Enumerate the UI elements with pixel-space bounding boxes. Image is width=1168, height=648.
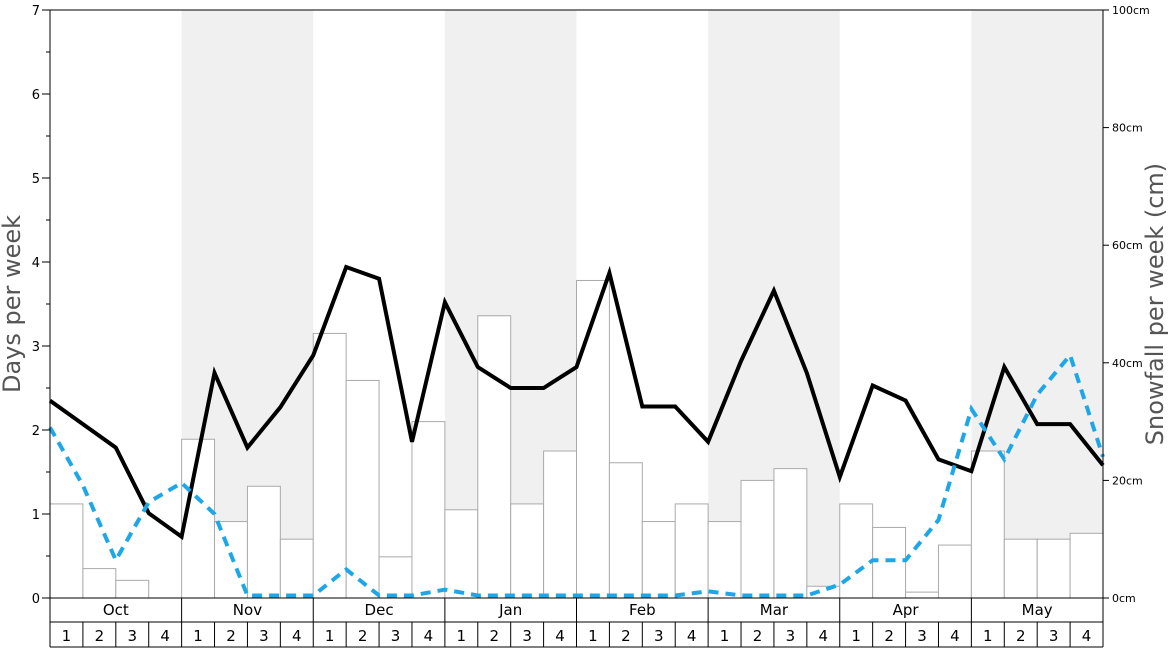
- dashed-line: [48, 351, 1105, 598]
- month-label: Oct: [103, 601, 129, 619]
- week-label: 4: [555, 627, 565, 645]
- month-label: Feb: [629, 601, 656, 619]
- right-tick-label: 40cm: [1112, 357, 1143, 370]
- solid-line: [48, 264, 1105, 541]
- week-label: 3: [259, 627, 269, 645]
- snowfall-bars: [49, 279, 1104, 599]
- week-label: 1: [62, 627, 72, 645]
- left-tick-label: 4: [32, 256, 40, 271]
- snowfall-bar: [839, 503, 874, 599]
- week-label: 2: [95, 627, 105, 645]
- snowfall-bar: [345, 379, 380, 599]
- week-label: 2: [226, 627, 236, 645]
- week-label: 1: [193, 627, 203, 645]
- snowfall-bar: [378, 556, 413, 599]
- month-row: Oct Nov Dec Jan Feb Mar Apr May: [49, 598, 1104, 623]
- month-label: Mar: [760, 601, 789, 619]
- snowfall-bar: [49, 503, 84, 599]
- week-label: 1: [983, 627, 993, 645]
- left-tick-label: 6: [32, 88, 40, 103]
- snowfall-bar: [312, 332, 347, 599]
- snowfall-bar: [674, 503, 709, 599]
- week-label: 1: [588, 627, 598, 645]
- snowfall-bar: [707, 521, 742, 599]
- snowfall-bar: [279, 538, 314, 599]
- week-label: 1: [851, 627, 861, 645]
- week-label: 4: [292, 627, 302, 645]
- snowfall-bar: [1036, 538, 1071, 599]
- week-label: 2: [621, 627, 631, 645]
- month-label: Jan: [498, 601, 522, 619]
- snowfall-bar: [246, 485, 281, 599]
- right-axis-title: Snowfall per week (cm): [1141, 163, 1168, 445]
- left-axis-title: Days per week: [0, 215, 26, 393]
- snowfall-bar: [115, 579, 150, 599]
- month-label: Nov: [233, 601, 262, 619]
- snowfall-bar: [608, 462, 643, 599]
- week-label: 2: [753, 627, 763, 645]
- week-label: 1: [325, 627, 335, 645]
- week-label: 4: [819, 627, 829, 645]
- right-axis: 0cm 20cm 40cm 60cm 80cm 100cm: [1103, 4, 1150, 605]
- right-tick-label: 80cm: [1112, 122, 1143, 135]
- snowfall-bar: [444, 509, 479, 599]
- right-tick-label: 60cm: [1112, 239, 1143, 252]
- week-label: 2: [358, 627, 368, 645]
- week-label: 2: [489, 627, 499, 645]
- snowfall-bar: [411, 421, 446, 599]
- week-row: 1 2 3 4 1 2 3 4 1 2 3 4 1 2 3 4 1 2 3 4 1 2 3 4 1 2 3 4 1 2 3 4: [49, 622, 1104, 648]
- week-label: 4: [160, 627, 170, 645]
- snowfall-bar: [543, 450, 577, 599]
- left-axis: 0 1 2 3 4 5 6 7: [32, 4, 50, 607]
- snowfall-bar: [740, 479, 775, 599]
- snowfall-bar: [1003, 538, 1038, 599]
- snowfall-bar: [576, 279, 610, 599]
- week-label: 3: [786, 627, 796, 645]
- week-label: 2: [884, 627, 894, 645]
- week-label: 1: [457, 627, 467, 645]
- week-label: 3: [127, 627, 137, 645]
- week-label: 4: [424, 627, 434, 645]
- week-label: 3: [522, 627, 532, 645]
- left-tick-label: 7: [32, 4, 40, 19]
- week-label: 2: [1016, 627, 1026, 645]
- right-tick-label: 20cm: [1112, 474, 1143, 487]
- snowfall-bar: [1069, 532, 1104, 599]
- snowfall-bar: [477, 315, 512, 599]
- month-label: Apr: [893, 601, 920, 619]
- right-tick-label: 100cm: [1112, 4, 1150, 17]
- snowfall-bar: [937, 544, 972, 599]
- snowfall-bar: [773, 468, 808, 599]
- week-label: 3: [654, 627, 664, 645]
- week-label: 4: [950, 627, 960, 645]
- week-label: 3: [1049, 627, 1059, 645]
- left-tick-label: 3: [32, 340, 40, 355]
- left-tick-label: 5: [32, 172, 40, 187]
- left-tick-label: 1: [32, 508, 40, 523]
- month-label: May: [1022, 601, 1053, 619]
- snowfall-bar: [905, 591, 939, 599]
- snowfall-bar: [641, 521, 676, 599]
- month-label: Dec: [365, 601, 394, 619]
- snowfall-bar: [970, 450, 1005, 599]
- right-tick-label: 0cm: [1112, 592, 1136, 605]
- snowfall-bar: [510, 503, 545, 599]
- series-lines: [48, 264, 1105, 598]
- left-tick-label: 0: [32, 592, 40, 607]
- snowfall-bar: [82, 568, 117, 599]
- week-label: 3: [391, 627, 401, 645]
- snowfall-bar: [872, 526, 907, 599]
- week-label: 4: [687, 627, 697, 645]
- week-label: 3: [917, 627, 927, 645]
- left-tick-label: 2: [32, 424, 40, 439]
- week-label: 1: [720, 627, 730, 645]
- week-label: 4: [1082, 627, 1092, 645]
